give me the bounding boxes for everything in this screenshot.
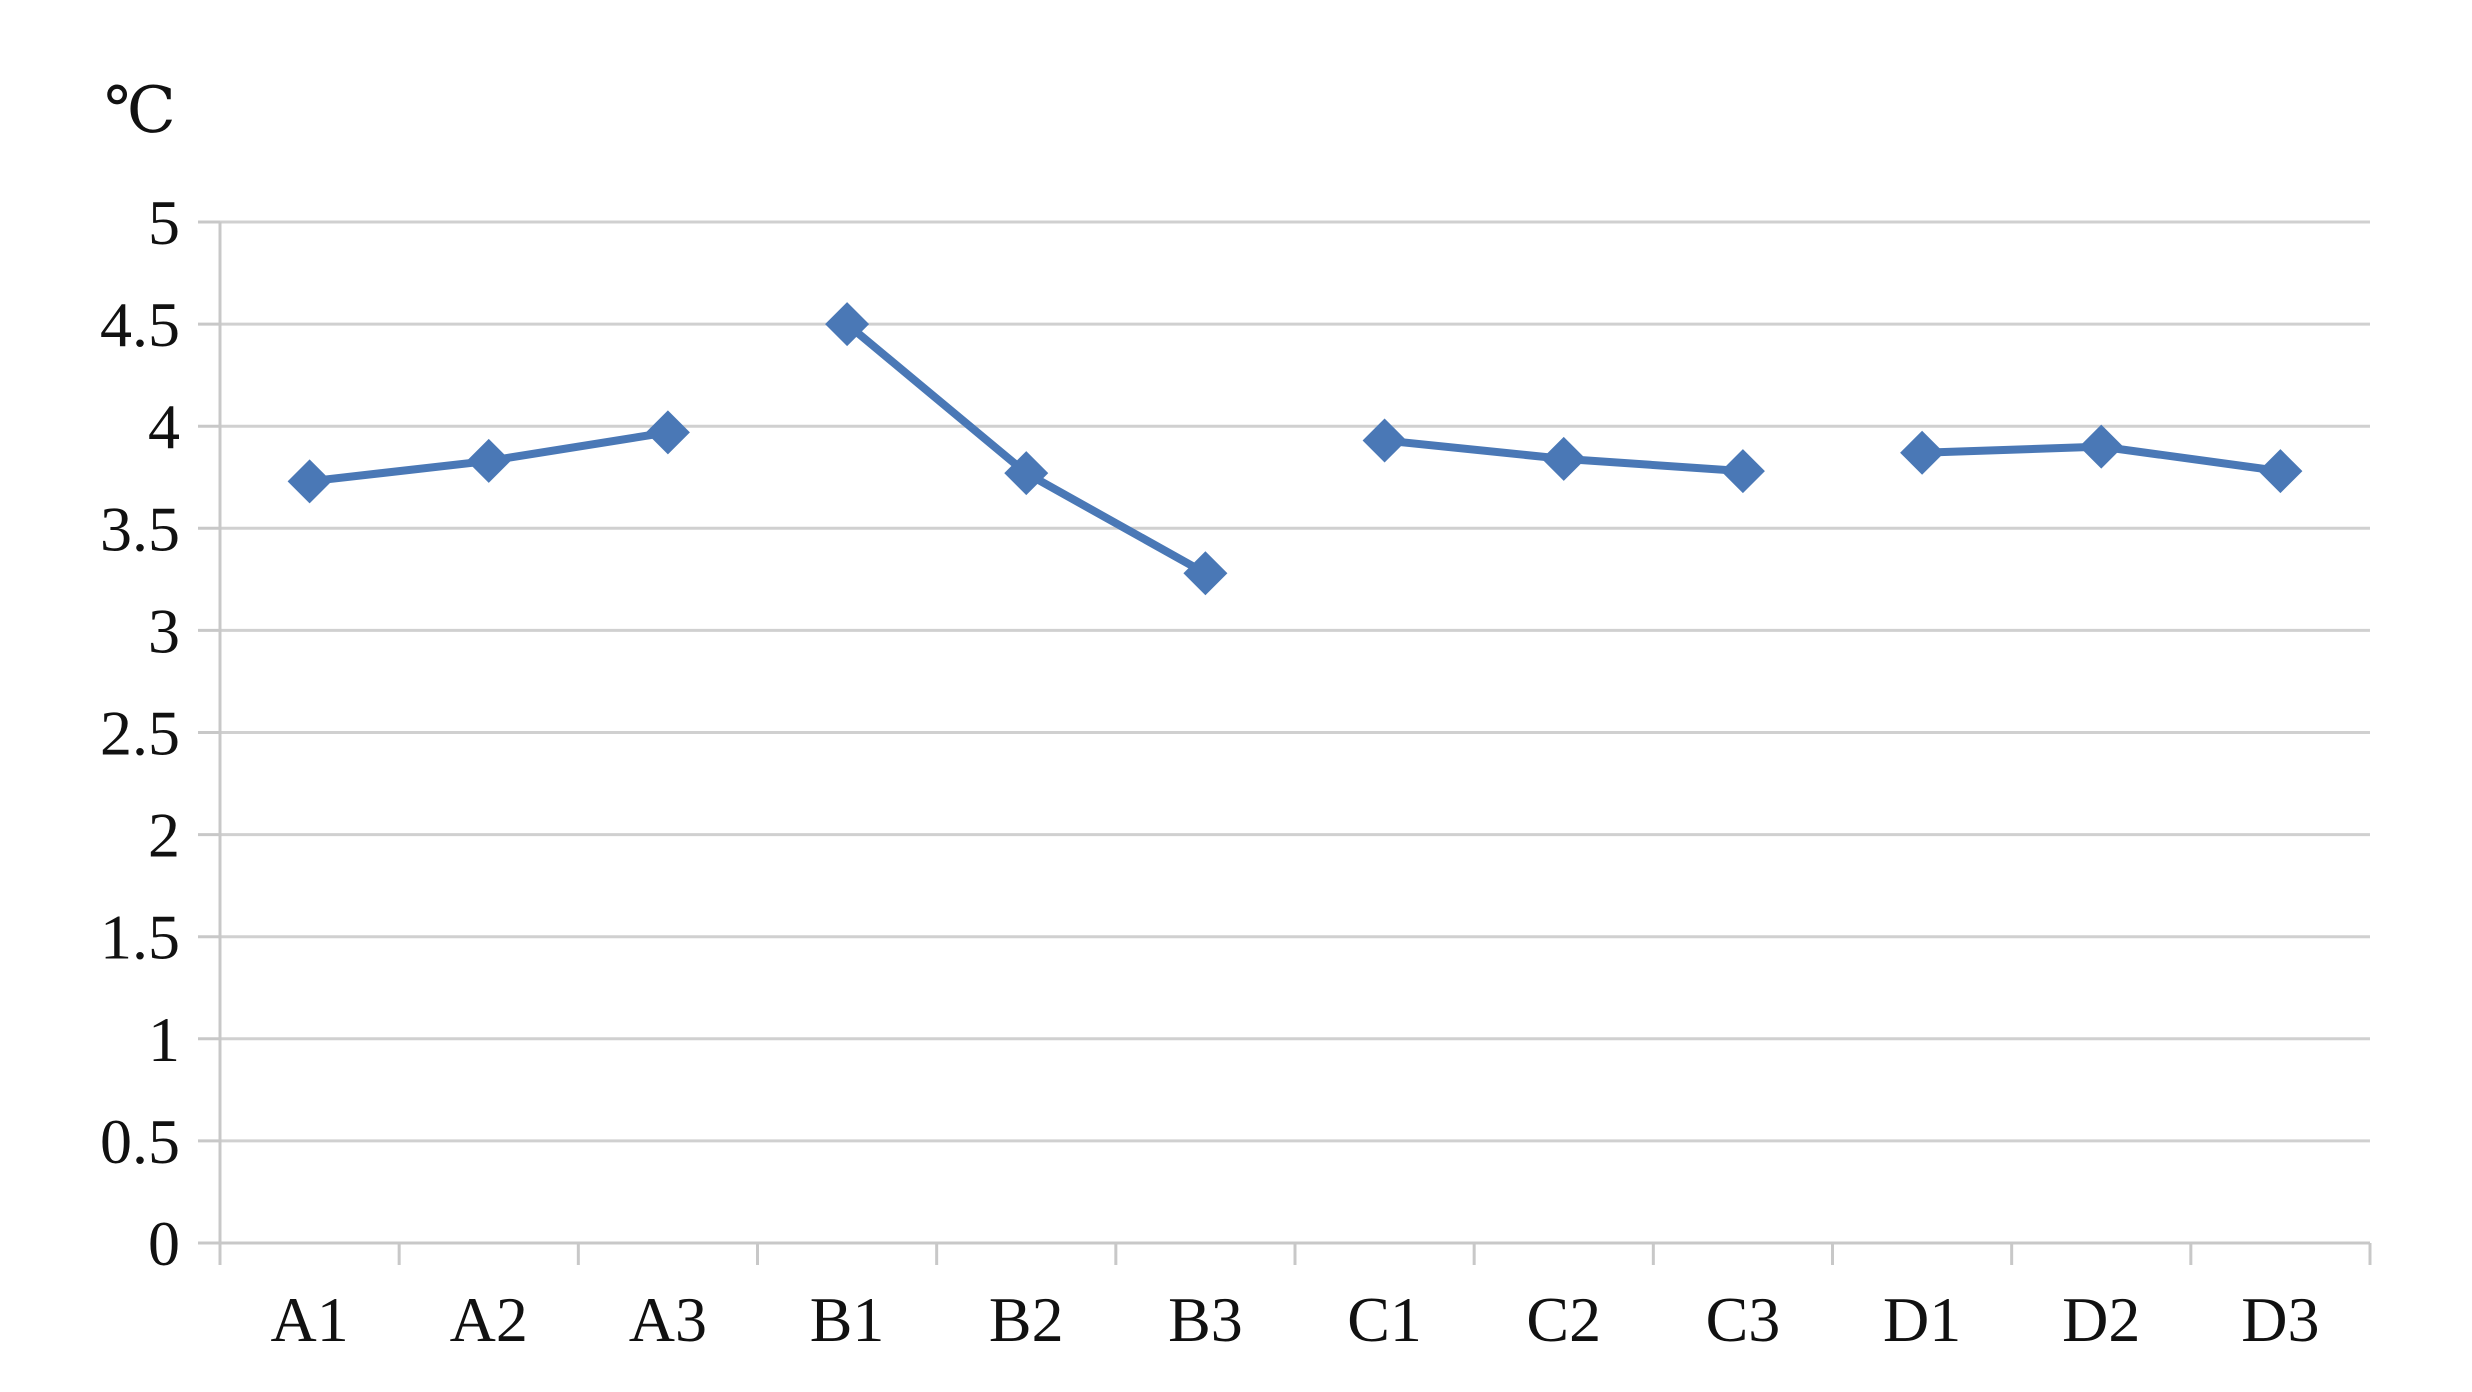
y-tick-label: 5 — [148, 187, 180, 258]
x-tick-label: C1 — [1347, 1284, 1422, 1355]
series-group-3 — [1362, 418, 1765, 494]
data-point-D2 — [2079, 424, 2124, 469]
x-tick-label: C2 — [1526, 1284, 1601, 1355]
y-tick-label: 1.5 — [100, 902, 180, 973]
y-tick-label: 2 — [148, 800, 180, 871]
y-tick-label: 0 — [148, 1208, 180, 1279]
data-point-D3 — [2258, 449, 2303, 494]
gridlines — [220, 220, 2370, 1143]
y-tick-label: 1 — [148, 1004, 180, 1075]
x-tick-label: B2 — [989, 1284, 1064, 1355]
y-axis-unit-label: ℃ — [104, 75, 176, 146]
y-tick-label: 3.5 — [100, 493, 180, 564]
x-tick-label: A1 — [270, 1284, 348, 1355]
x-tick-label: A3 — [629, 1284, 707, 1355]
data-point-C2 — [1541, 436, 1586, 481]
data-point-A1 — [287, 459, 332, 504]
x-tick-label: D2 — [2062, 1284, 2140, 1355]
data-point-A2 — [466, 438, 511, 483]
data-point-B1 — [825, 302, 870, 347]
x-tick-label: A2 — [450, 1284, 528, 1355]
y-tick-label: 3 — [148, 595, 180, 666]
data-point-B3 — [1183, 551, 1228, 596]
data-point-A3 — [645, 410, 690, 455]
series-group-1 — [287, 410, 690, 504]
y-tick-label: 4.5 — [100, 289, 180, 360]
y-axis-ticks: 0 0.5 1 1.5 2 2.5 3 3.5 4 4.5 5 — [100, 187, 220, 1279]
x-axis-ticks: A1 A2 A3 B1 B2 B3 C1 C2 C3 D1 D2 D3 — [218, 1243, 2372, 1355]
x-tick-label: B3 — [1168, 1284, 1243, 1355]
data-series — [287, 302, 2303, 596]
data-point-C3 — [1720, 449, 1765, 494]
data-point-C1 — [1362, 418, 1407, 463]
y-tick-label: 0.5 — [100, 1106, 180, 1177]
series-group-2 — [825, 302, 1228, 596]
x-tick-label: C3 — [1706, 1284, 1781, 1355]
x-tick-label: B1 — [810, 1284, 885, 1355]
x-tick-label: D3 — [2241, 1284, 2319, 1355]
y-tick-label: 4 — [148, 391, 180, 462]
series-group-4 — [1900, 424, 2303, 494]
series-line-group-2 — [843, 320, 1210, 578]
data-point-D1 — [1900, 430, 1945, 475]
y-tick-label: 2.5 — [100, 698, 180, 769]
x-tick-label: D1 — [1883, 1284, 1961, 1355]
data-point-B2 — [1004, 451, 1049, 496]
